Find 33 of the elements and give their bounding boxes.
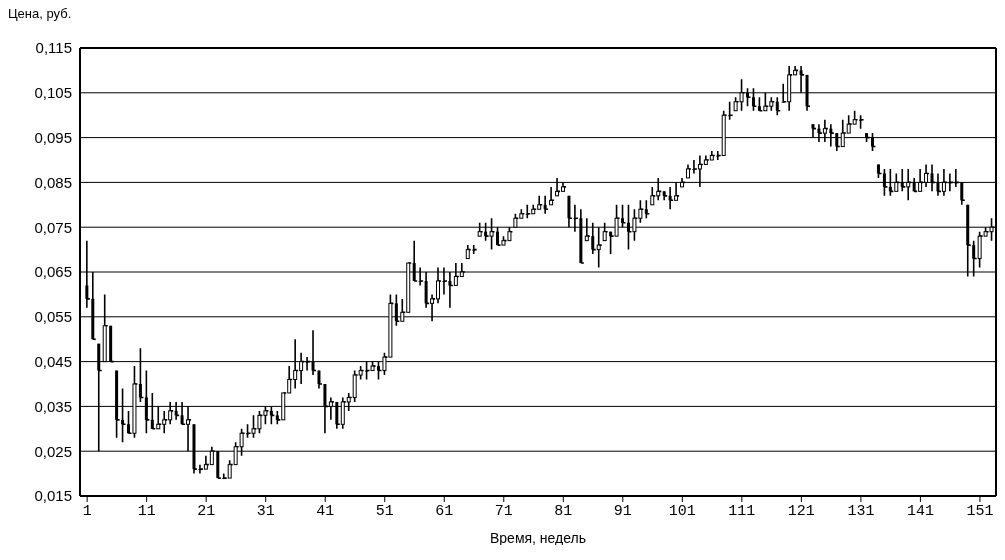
candlestick	[859, 114, 865, 130]
candlestick	[549, 186, 554, 206]
x-tick-label: 91	[613, 502, 632, 520]
y-tick-label: 0,075	[34, 218, 72, 236]
candlestick	[525, 204, 532, 220]
x-tick-label: 31	[256, 502, 275, 520]
y-tick-label: 0,085	[34, 173, 72, 191]
x-tick-label: 151	[966, 502, 994, 520]
y-tick-label: 0,105	[34, 84, 72, 102]
x-tick-label: 71	[494, 502, 513, 520]
x-tick-label: 11	[137, 502, 156, 520]
x-tick-label: 101	[668, 502, 696, 520]
x-tick-label: 121	[787, 502, 815, 520]
y-tick-label: 0,115	[35, 39, 72, 57]
x-tick-label: 51	[375, 502, 394, 520]
y-tick-label: 0,045	[34, 352, 72, 370]
y-tick-label: 0,025	[34, 442, 72, 460]
x-tick-label: 1	[82, 502, 92, 520]
x-tick-label: 21	[197, 502, 216, 520]
y-tick-label: 0,035	[34, 397, 72, 415]
y-tick-label: 0,055	[34, 308, 72, 326]
y-tick-label: 0,065	[34, 263, 72, 281]
y-tick-label: 0,095	[34, 128, 72, 146]
x-axis-title: Время, недель	[489, 530, 587, 546]
x-tick-label: 81	[554, 502, 573, 520]
x-tick-label: 131	[847, 502, 875, 520]
y-tick-label: 0,015	[34, 487, 72, 505]
candlestick	[472, 244, 478, 255]
x-tick-label: 111	[728, 502, 756, 520]
x-tick-label: 141	[906, 502, 934, 520]
y-axis-title: Цена, руб.	[8, 6, 72, 21]
x-tick-label: 61	[435, 502, 454, 520]
x-tick-label: 41	[316, 502, 335, 520]
